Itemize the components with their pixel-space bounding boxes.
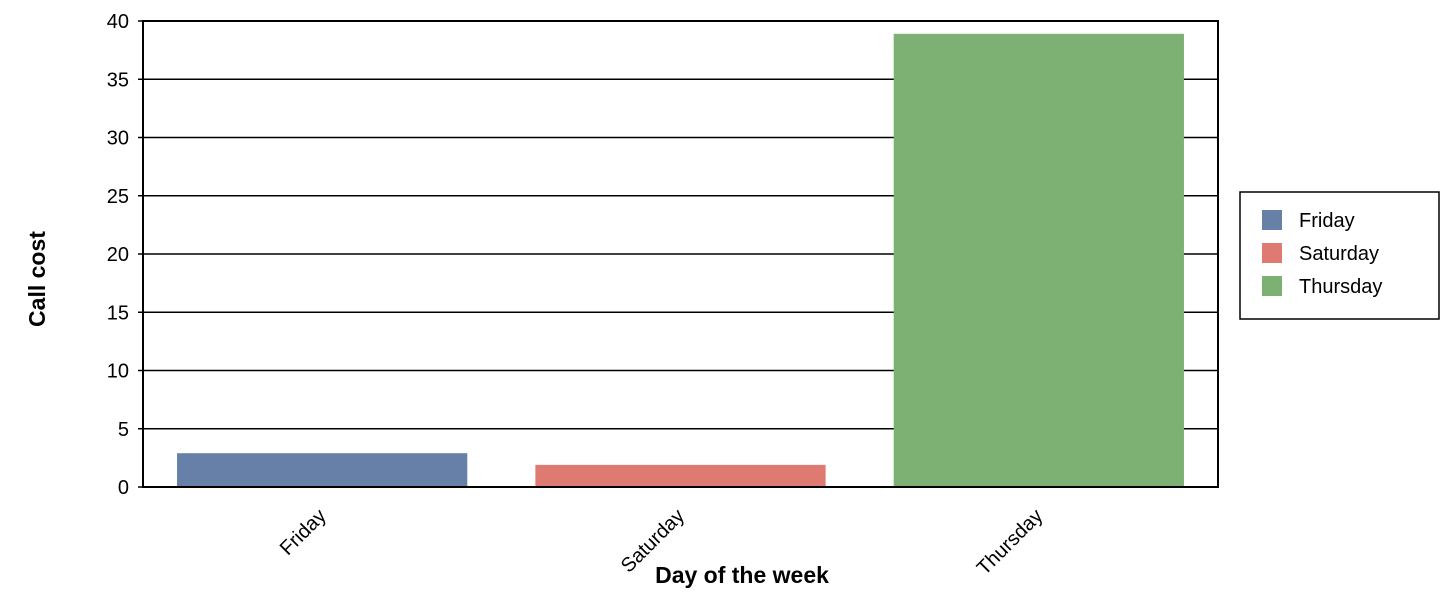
plot-frame <box>142 20 1219 488</box>
y-tick-label: 25 <box>107 186 129 208</box>
legend-label: Saturday <box>1299 243 1379 265</box>
x-tick-label: Thursday <box>973 505 1048 580</box>
legend-swatch <box>1262 210 1282 230</box>
legend-swatch <box>1262 243 1282 263</box>
y-tick-label: 30 <box>107 128 129 150</box>
y-tick-label: 20 <box>107 244 129 266</box>
legend: Friday Saturday Thursday <box>1239 191 1440 320</box>
y-tick-label: 10 <box>107 361 129 383</box>
bars-layer <box>177 33 1184 487</box>
x-axis-title: Day of the week <box>655 562 829 588</box>
x-tick-label: Friday <box>276 505 331 560</box>
legend-swatch <box>1262 276 1282 296</box>
y-tick-label: 5 <box>118 419 129 441</box>
legend-label: Thursday <box>1299 276 1382 298</box>
y-tick-label: 35 <box>107 69 129 91</box>
y-tick-label: 15 <box>107 302 129 324</box>
y-tick-label: 0 <box>118 477 129 499</box>
bar-saturday <box>535 464 826 487</box>
y-tick-label: 40 <box>107 11 129 33</box>
y-tick-labels: 0 5 10 15 20 25 30 35 40 <box>107 11 129 499</box>
y-axis-title: Call cost <box>24 231 50 327</box>
bar-thursday <box>893 33 1184 487</box>
legend-items: Friday Saturday Thursday <box>1262 210 1382 298</box>
legend-label: Friday <box>1299 210 1355 232</box>
bar-friday <box>177 453 468 487</box>
